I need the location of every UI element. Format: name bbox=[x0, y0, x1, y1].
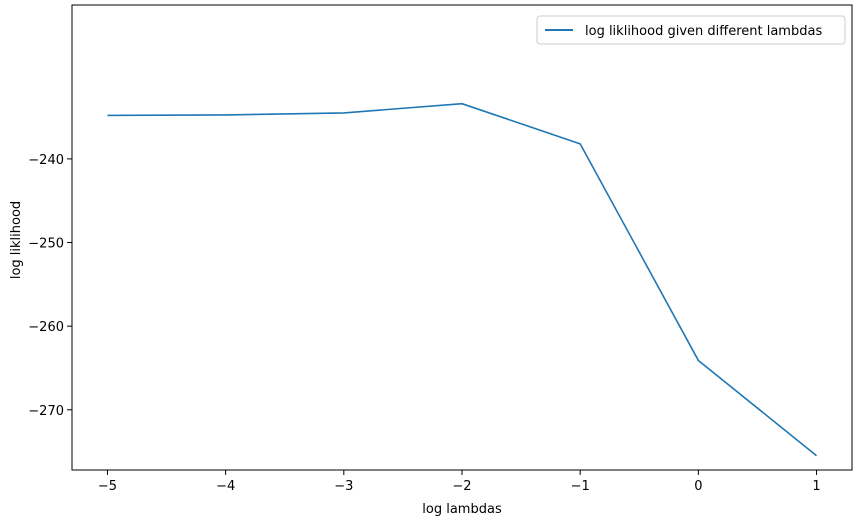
x-tick-label: 0 bbox=[694, 479, 702, 494]
y-axis-label: log liklihood bbox=[9, 201, 24, 279]
x-tick-label: −1 bbox=[571, 479, 590, 494]
x-tick-label: −3 bbox=[334, 479, 353, 494]
series-layer bbox=[107, 102, 818, 457]
x-tick-label: 1 bbox=[812, 479, 820, 494]
series-line bbox=[107, 102, 818, 457]
y-tick-label: −260 bbox=[28, 320, 64, 335]
legend-label: log liklihood given different lambdas bbox=[585, 24, 822, 39]
y-tick-label: −250 bbox=[28, 237, 64, 252]
x-tick-label: −2 bbox=[452, 479, 471, 494]
ticks-layer: −5 −4 −3 −2 −1 0 1 −270 −260 −250 −240 bbox=[28, 153, 820, 494]
legend-box bbox=[536, 15, 846, 45]
x-tick-label: −5 bbox=[98, 479, 117, 494]
x-tick-label: −4 bbox=[216, 479, 235, 494]
legend: log liklihood given different lambdas bbox=[536, 15, 846, 45]
y-tick-label: −240 bbox=[28, 153, 64, 168]
x-axis-label: log lambdas bbox=[422, 502, 502, 517]
plot-frame bbox=[71, 4, 853, 471]
y-tick-label: −270 bbox=[28, 404, 64, 419]
